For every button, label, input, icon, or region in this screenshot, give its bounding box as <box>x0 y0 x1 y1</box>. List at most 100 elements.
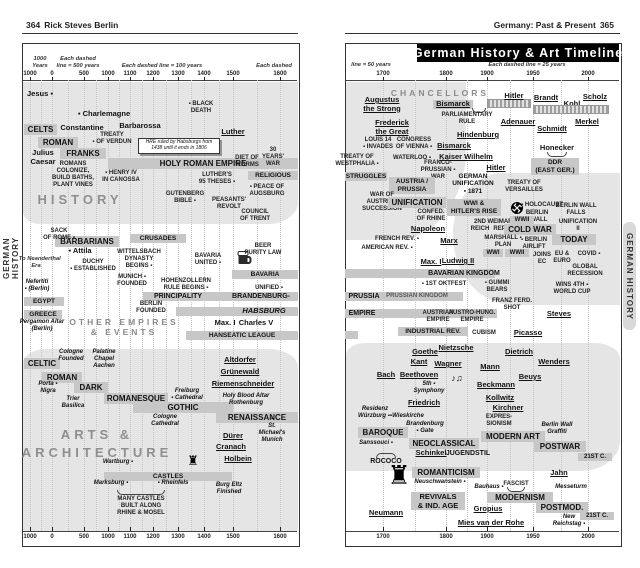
era-bar-label: BAVARIAN KINGDOM <box>428 270 500 277</box>
event-label: BERLIN WALL FALLS <box>555 203 597 216</box>
gridline <box>130 80 131 531</box>
gridline <box>257 80 258 531</box>
event-label: GLOBAL RECESSION <box>567 264 603 277</box>
event-label: DUCHY ▪ ESTABLISHED <box>70 259 116 272</box>
tick-mark-bottom <box>52 527 53 531</box>
person-name: Cranach <box>215 442 247 451</box>
tick-label-bottom: 1900 <box>480 534 494 540</box>
era-bar: UNIFICATION <box>388 197 446 208</box>
era-bar: BARBARIANS <box>55 236 119 247</box>
tick-mark-top <box>446 77 447 81</box>
event-label: ▪ GUMMI BEARS <box>484 280 510 293</box>
landmark-label: Bauhaus ▪ <box>474 484 504 490</box>
landmark-label: Nefertiti ▪ (Berlin) <box>24 279 50 292</box>
gridline <box>415 80 416 531</box>
era-bar: AUSTRIA / PRUSSIA <box>389 177 435 194</box>
event-label: FASCIST <box>503 481 529 487</box>
landmark-label: Residenz Würzburg ▪▪ <box>358 406 392 419</box>
event-label: CONFED. OF RHINE <box>416 209 446 222</box>
event-label: MUNICH ▪ FOUNDED <box>117 274 147 287</box>
event-label: BEER PURITY LAW <box>244 243 282 256</box>
era-bar-label: EMPIRE <box>348 310 376 317</box>
era-bar: EGYPT <box>24 297 64 306</box>
margin-label-left: GERMAN HISTORY <box>2 236 20 280</box>
tick-label-bottom: 1100 <box>123 534 137 540</box>
event-label: JOINS EC <box>532 252 552 265</box>
gridline <box>178 80 179 531</box>
person-name: Augustus the Strong <box>363 95 401 113</box>
tick-label-top: 2000 <box>581 71 595 77</box>
event-label: AMERICAN REV. ▪ <box>361 245 413 251</box>
person-name: Schmidt <box>537 124 567 133</box>
person-name: Bismarck <box>437 141 471 150</box>
tick-label-bottom: 1000 <box>101 534 115 540</box>
gridline <box>533 80 534 531</box>
castles-brace <box>117 490 165 495</box>
left-page-header: 364 Rick Steves Berlin <box>22 20 118 30</box>
tick-mark-top <box>84 77 85 81</box>
figure-label: ▪ Charlemagne <box>77 109 131 118</box>
person-name: Adenauer <box>500 117 536 126</box>
header-rule-right <box>345 33 620 34</box>
tick-label-top: 1700 <box>376 71 390 77</box>
era-bar: 21ST C. <box>580 512 614 520</box>
tick-label-top: 1000 <box>23 71 37 77</box>
person-name: Hindenburg <box>456 130 500 139</box>
person-name: Jahn <box>550 468 568 477</box>
section-title: OTHER EMPIRES & EVENTS <box>69 317 179 337</box>
person-name: Ludwig II <box>441 256 475 265</box>
landmark-label: Burg Eltz Finished <box>215 482 243 495</box>
tick-mark-top <box>52 77 53 81</box>
tick-mark-top <box>280 77 281 81</box>
gridline <box>219 80 220 531</box>
person-name: Kirchner <box>492 403 524 412</box>
event-label: CUBISM <box>472 330 496 336</box>
gridline <box>96 80 97 531</box>
person-name: Grünewald <box>220 367 260 376</box>
person-name: Hitler <box>486 163 506 172</box>
era-bar: 21ST C. <box>578 453 612 461</box>
event-label: ▪ PEACE OF AUGSBURG <box>249 184 285 197</box>
era-bar-label: HABSBURG <box>242 306 286 315</box>
gridline <box>119 80 120 531</box>
tick-mark-top <box>30 77 31 81</box>
tick-label-top: 1900 <box>480 71 494 77</box>
event-label: JUGENDSTIL <box>445 450 491 457</box>
event-label: ROMANS COLONIZE, BUILD BATHS, PLANT VINE… <box>52 161 94 188</box>
era-bar: GREECE <box>24 310 62 319</box>
event-label: LUTHER'S 95 THESES ▪ <box>198 172 236 185</box>
event-label: PEASANTS' REVOLT <box>211 197 247 210</box>
event-label: BAVARIA UNITED ▪ <box>194 253 222 266</box>
tick-mark-bottom <box>487 527 488 531</box>
person-name: Scholz <box>582 92 608 101</box>
era-bar-label: PRUSSIA <box>348 293 380 300</box>
tick-mark-top <box>588 77 589 81</box>
gridline <box>561 80 562 531</box>
event-label: SACK OF ROME ▪ <box>43 228 75 241</box>
gridline <box>68 80 69 531</box>
person-name: Mies van der Rohe <box>457 518 525 527</box>
event-label: TREATY OF VERSAILLES <box>505 180 543 193</box>
era-bar: FRANKS <box>60 148 106 159</box>
tick-mark-top <box>487 77 488 81</box>
gridline <box>280 80 281 531</box>
era-bar: GOTHIC <box>133 402 233 413</box>
person-name: Steves <box>546 309 572 318</box>
brandenburg-bar <box>143 292 298 301</box>
era-bar: WWI & HITLER'S RISE <box>447 199 501 216</box>
tick-label-top: 1000 <box>101 71 115 77</box>
tick-mark-bottom <box>233 527 234 531</box>
era-bar: NEOCLASSICAL <box>409 438 479 449</box>
figure-label: Constantine <box>60 123 104 132</box>
page-number-left: 364 <box>26 20 41 30</box>
era-bar: CASTLES <box>104 472 232 481</box>
axis-scale-note: line = 50 years <box>351 62 391 68</box>
tick-label-top: 1400 <box>197 71 211 77</box>
section-title: ARTS & <box>60 427 134 442</box>
gridline <box>191 80 192 531</box>
person-name: Holbein <box>224 454 252 463</box>
tick-mark-bottom <box>108 527 109 531</box>
castle-icon: ♜ <box>187 453 199 468</box>
person-name: Wenders <box>538 357 570 366</box>
person-name: Luther <box>221 127 245 136</box>
